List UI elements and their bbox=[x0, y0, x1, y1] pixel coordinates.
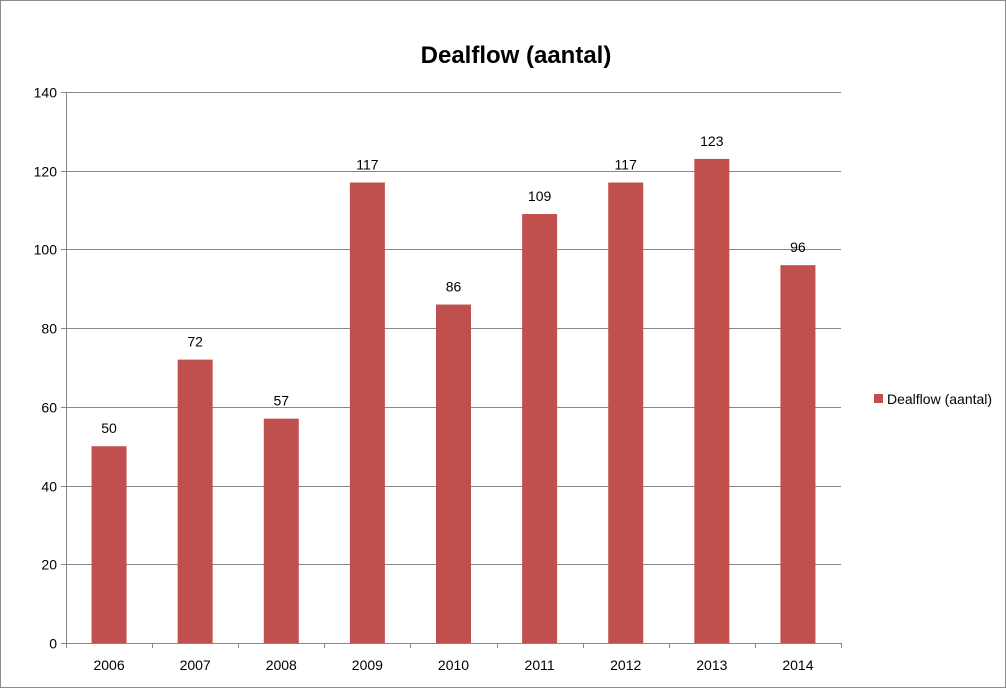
x-tick-label: 2007 bbox=[180, 657, 211, 673]
data-label-2009: 117 bbox=[356, 157, 379, 173]
data-label-2010: 86 bbox=[446, 279, 462, 295]
x-tick-label: 2008 bbox=[266, 657, 297, 673]
bar-2009 bbox=[349, 182, 385, 643]
x-tick-label: 2012 bbox=[610, 657, 641, 673]
axes: 0 20 40 60 80 100 120 140 2006 2007 2008 2009 2010 20… bbox=[34, 85, 842, 673]
legend-label: Dealflow (aantal) bbox=[887, 391, 992, 407]
x-tick-label: 2014 bbox=[782, 657, 813, 673]
legend-swatch bbox=[874, 394, 883, 403]
bar-2011 bbox=[522, 214, 558, 643]
data-label-2007: 72 bbox=[187, 334, 203, 350]
data-label-2012: 117 bbox=[615, 157, 638, 173]
data-label-2006: 50 bbox=[101, 420, 117, 436]
x-tick-label: 2006 bbox=[93, 657, 124, 673]
x-tick-label: 2009 bbox=[352, 657, 383, 673]
data-label-2008: 57 bbox=[273, 393, 289, 409]
bar-2012 bbox=[608, 182, 644, 643]
data-label-2014: 96 bbox=[790, 239, 806, 255]
bar-2007 bbox=[177, 359, 213, 643]
bar-2014 bbox=[780, 265, 816, 643]
bars bbox=[91, 158, 816, 643]
bar-2010 bbox=[436, 304, 471, 643]
x-tick-label: 2010 bbox=[438, 657, 469, 673]
y-tick-label: 60 bbox=[41, 400, 57, 416]
bar-2013 bbox=[694, 158, 730, 643]
y-tick-label: 120 bbox=[34, 164, 58, 180]
y-tick-label: 20 bbox=[41, 557, 57, 573]
y-tick-label: 80 bbox=[41, 321, 57, 337]
data-label-2011: 109 bbox=[528, 188, 552, 204]
x-tick-label: 2011 bbox=[525, 657, 555, 673]
chart-title: Dealflow (aantal) bbox=[421, 42, 612, 69]
data-labels: 50 72 57 117 86 109 117 123 96 bbox=[101, 133, 806, 436]
data-label-2013: 123 bbox=[700, 133, 724, 149]
y-tick-label: 140 bbox=[34, 85, 58, 101]
bar-2006 bbox=[91, 446, 127, 643]
x-tick-label: 2013 bbox=[696, 657, 727, 673]
y-tick-label: 0 bbox=[49, 636, 57, 652]
y-tick-label: 100 bbox=[34, 242, 58, 258]
y-tick-label: 40 bbox=[41, 479, 57, 495]
bar-2008 bbox=[263, 418, 299, 643]
legend: Dealflow (aantal) bbox=[874, 391, 992, 407]
